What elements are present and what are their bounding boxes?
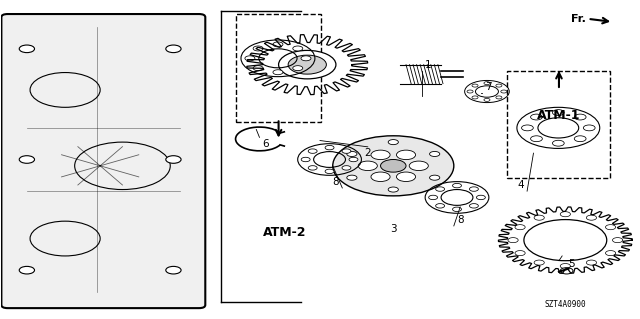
Circle shape <box>496 84 502 87</box>
Circle shape <box>245 56 255 61</box>
Circle shape <box>436 187 445 191</box>
Circle shape <box>429 175 440 180</box>
Circle shape <box>560 268 573 274</box>
Circle shape <box>325 169 334 174</box>
Circle shape <box>472 96 478 99</box>
Circle shape <box>452 207 461 211</box>
Text: SZT4A0900: SZT4A0900 <box>545 300 586 309</box>
Circle shape <box>524 219 607 261</box>
Circle shape <box>371 172 390 182</box>
Bar <box>236 14 321 122</box>
Circle shape <box>560 212 570 217</box>
Circle shape <box>467 90 473 93</box>
Circle shape <box>612 238 623 243</box>
Text: 2: 2 <box>364 148 371 158</box>
Text: 5: 5 <box>568 259 575 269</box>
Text: 4: 4 <box>517 180 524 190</box>
Circle shape <box>476 195 485 200</box>
Circle shape <box>469 187 478 191</box>
Circle shape <box>396 150 415 160</box>
Circle shape <box>531 136 542 142</box>
Circle shape <box>273 42 283 47</box>
Circle shape <box>253 66 263 70</box>
Circle shape <box>574 114 586 120</box>
Circle shape <box>292 66 303 70</box>
Circle shape <box>19 156 35 163</box>
Circle shape <box>605 225 616 230</box>
Circle shape <box>531 114 542 120</box>
Circle shape <box>484 98 490 101</box>
Circle shape <box>381 160 406 172</box>
Circle shape <box>534 260 544 265</box>
Circle shape <box>301 157 310 162</box>
Bar <box>508 71 610 178</box>
Circle shape <box>166 156 181 163</box>
FancyBboxPatch shape <box>1 14 205 308</box>
Circle shape <box>333 136 454 196</box>
Circle shape <box>288 55 326 74</box>
Circle shape <box>515 225 525 230</box>
Circle shape <box>347 175 357 180</box>
Circle shape <box>308 149 317 153</box>
Circle shape <box>292 46 303 51</box>
Circle shape <box>515 250 525 256</box>
Circle shape <box>253 46 263 51</box>
Circle shape <box>342 149 351 153</box>
Text: 3: 3 <box>390 224 397 234</box>
Circle shape <box>301 56 311 61</box>
Text: Fr.: Fr. <box>571 14 586 24</box>
Circle shape <box>409 161 428 171</box>
Text: 7: 7 <box>486 82 492 92</box>
Circle shape <box>586 260 596 265</box>
Circle shape <box>308 166 317 170</box>
Circle shape <box>166 45 181 53</box>
Circle shape <box>396 172 415 182</box>
Circle shape <box>358 161 378 171</box>
Circle shape <box>522 125 533 131</box>
Circle shape <box>496 96 502 99</box>
Circle shape <box>552 140 564 146</box>
Circle shape <box>273 70 283 75</box>
Circle shape <box>552 110 564 115</box>
Circle shape <box>469 204 478 208</box>
Circle shape <box>501 90 507 93</box>
Text: 1: 1 <box>425 60 431 70</box>
Circle shape <box>472 84 478 87</box>
Circle shape <box>325 145 334 150</box>
Circle shape <box>534 215 544 220</box>
Circle shape <box>452 183 461 188</box>
Text: 8: 8 <box>457 215 463 225</box>
Text: ATM-2: ATM-2 <box>263 226 307 239</box>
Circle shape <box>342 166 351 170</box>
Circle shape <box>583 125 595 131</box>
Circle shape <box>429 195 438 200</box>
Circle shape <box>19 45 35 53</box>
Circle shape <box>586 215 596 220</box>
Circle shape <box>166 266 181 274</box>
Circle shape <box>347 152 357 157</box>
Circle shape <box>278 50 336 79</box>
Circle shape <box>371 150 390 160</box>
Circle shape <box>349 157 358 162</box>
Circle shape <box>436 204 445 208</box>
Circle shape <box>429 152 440 157</box>
Text: 8: 8 <box>333 177 339 187</box>
Circle shape <box>388 140 398 145</box>
Circle shape <box>388 187 398 192</box>
Circle shape <box>508 238 518 243</box>
Circle shape <box>19 266 35 274</box>
Circle shape <box>574 136 586 142</box>
Circle shape <box>605 250 616 256</box>
Text: 6: 6 <box>262 139 269 149</box>
Circle shape <box>560 263 570 269</box>
Circle shape <box>484 82 490 85</box>
Text: ATM-1: ATM-1 <box>537 108 580 122</box>
